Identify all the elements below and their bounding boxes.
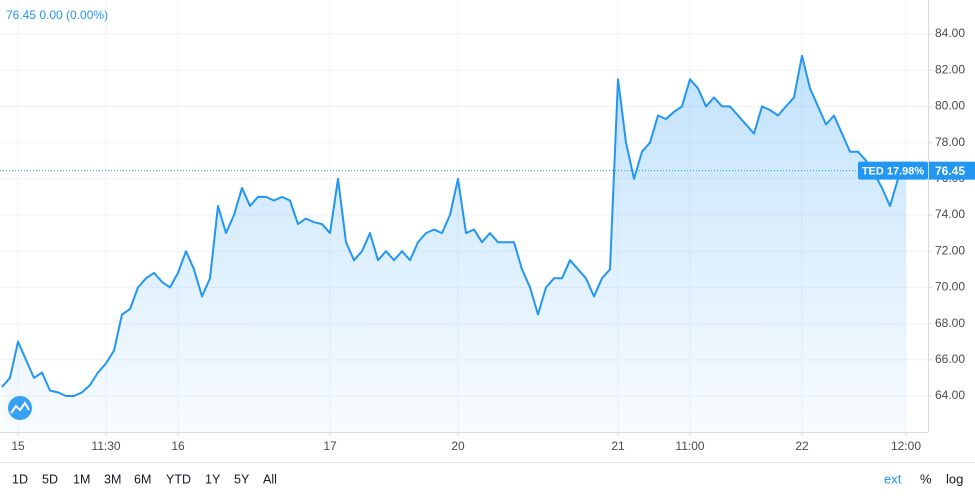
x-tick-label: 11:00 bbox=[675, 439, 704, 453]
range-button[interactable]: 5D bbox=[42, 472, 58, 486]
price-label: 76.45 bbox=[935, 164, 965, 178]
y-tick-label: 82.00 bbox=[935, 62, 965, 76]
x-tick-label: 15 bbox=[11, 439, 25, 453]
range-button[interactable]: YTD bbox=[166, 472, 191, 486]
y-tick-label: 64.00 bbox=[935, 388, 965, 402]
x-tick-label: 17 bbox=[323, 439, 337, 453]
range-button[interactable]: 5Y bbox=[234, 472, 250, 486]
y-tick-label: 72.00 bbox=[935, 243, 965, 257]
x-tick-label: 16 bbox=[171, 439, 185, 453]
x-tick-label: 20 bbox=[451, 439, 465, 453]
y-tick-label: 78.00 bbox=[935, 135, 965, 149]
scale-button[interactable]: % bbox=[920, 471, 932, 486]
range-button[interactable]: All bbox=[263, 472, 277, 486]
range-button[interactable]: 3M bbox=[104, 472, 121, 486]
y-tick-label: 74.00 bbox=[935, 207, 965, 221]
range-button[interactable]: 1M bbox=[73, 472, 90, 486]
y-tick-label: 70.00 bbox=[935, 280, 965, 294]
badge-label: TED 17.98% bbox=[862, 166, 925, 178]
badge-box bbox=[858, 161, 928, 180]
range-button[interactable]: 1D bbox=[12, 472, 28, 486]
x-tick-label: 21 bbox=[611, 439, 625, 453]
y-tick-label: 84.00 bbox=[935, 26, 965, 40]
scale-button[interactable]: log bbox=[946, 471, 963, 486]
x-tick-label: 11:30 bbox=[91, 439, 120, 453]
area-fill bbox=[2, 55, 906, 432]
y-tick-label: 66.00 bbox=[935, 352, 965, 366]
x-tick-label: 22 bbox=[795, 439, 809, 453]
scale-button[interactable]: ext bbox=[884, 471, 902, 486]
x-tick-label: 12:00 bbox=[891, 439, 921, 453]
logo bbox=[8, 396, 32, 420]
header-quote: 76.45 0.00 (0.00%) bbox=[6, 8, 108, 22]
range-button[interactable]: 6M bbox=[134, 472, 151, 486]
y-tick-label: 80.00 bbox=[935, 99, 965, 113]
price-line bbox=[1, 54, 907, 397]
range-button[interactable]: 1Y bbox=[205, 472, 221, 486]
price-label-box bbox=[929, 161, 975, 180]
y-tick-label: 68.00 bbox=[935, 316, 965, 330]
